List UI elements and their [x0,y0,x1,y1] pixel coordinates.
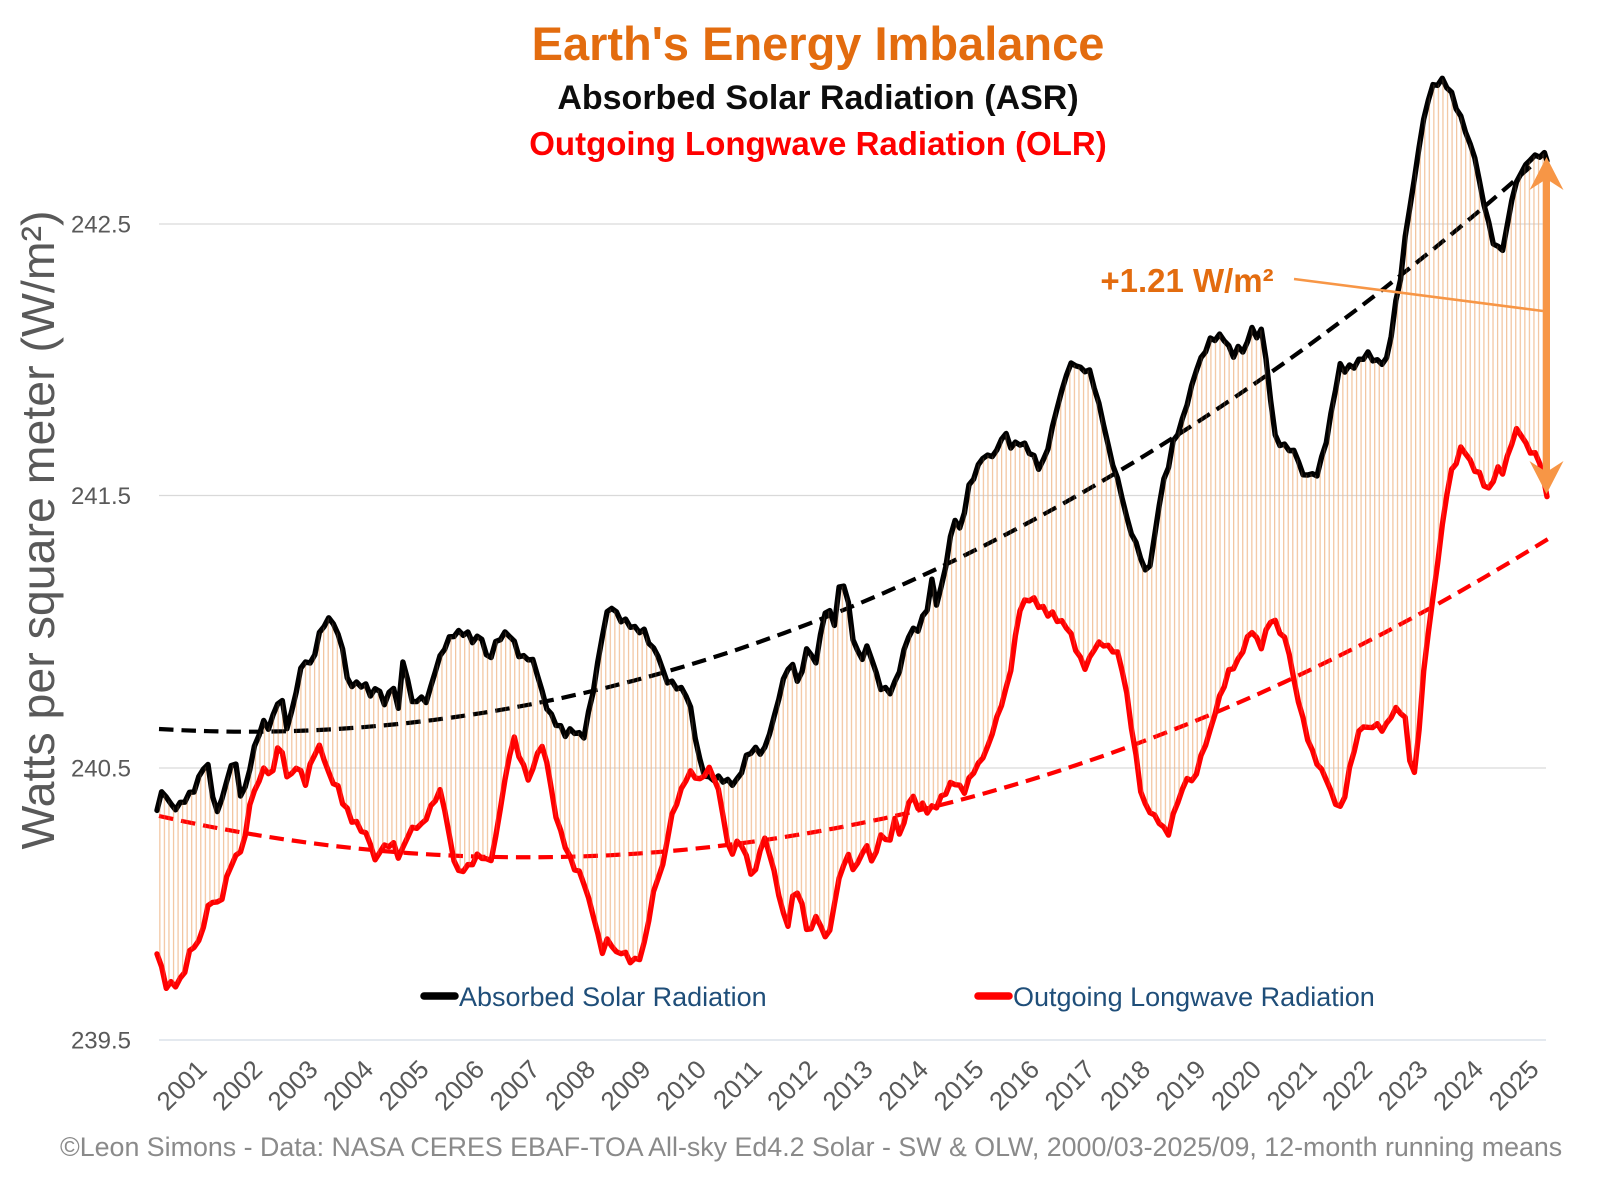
svg-text:242.5: 242.5 [71,212,131,239]
svg-text:Absorbed Solar Radiation (ASR): Absorbed Solar Radiation (ASR) [557,79,1078,117]
svg-text:Earth's Energy Imbalance: Earth's Energy Imbalance [532,17,1105,70]
svg-text:©Leon Simons - Data: NASA CERE: ©Leon Simons - Data: NASA CERES EBAF-TOA… [60,1132,1562,1162]
svg-text:+1.21 W/m²: +1.21 W/m² [1100,262,1273,299]
svg-text:241.5: 241.5 [71,483,131,510]
svg-text:Absorbed Solar Radiation: Absorbed Solar Radiation [459,982,767,1012]
svg-text:240.5: 240.5 [71,756,131,783]
svg-text:Outgoing Longwave Radiation: Outgoing Longwave Radiation [1013,982,1375,1012]
svg-text:Watts per square meter (W/m²): Watts per square meter (W/m²) [12,210,64,849]
svg-text:239.5: 239.5 [71,1028,131,1055]
svg-text:Outgoing Longwave Radiation (O: Outgoing Longwave Radiation (OLR) [529,125,1106,162]
